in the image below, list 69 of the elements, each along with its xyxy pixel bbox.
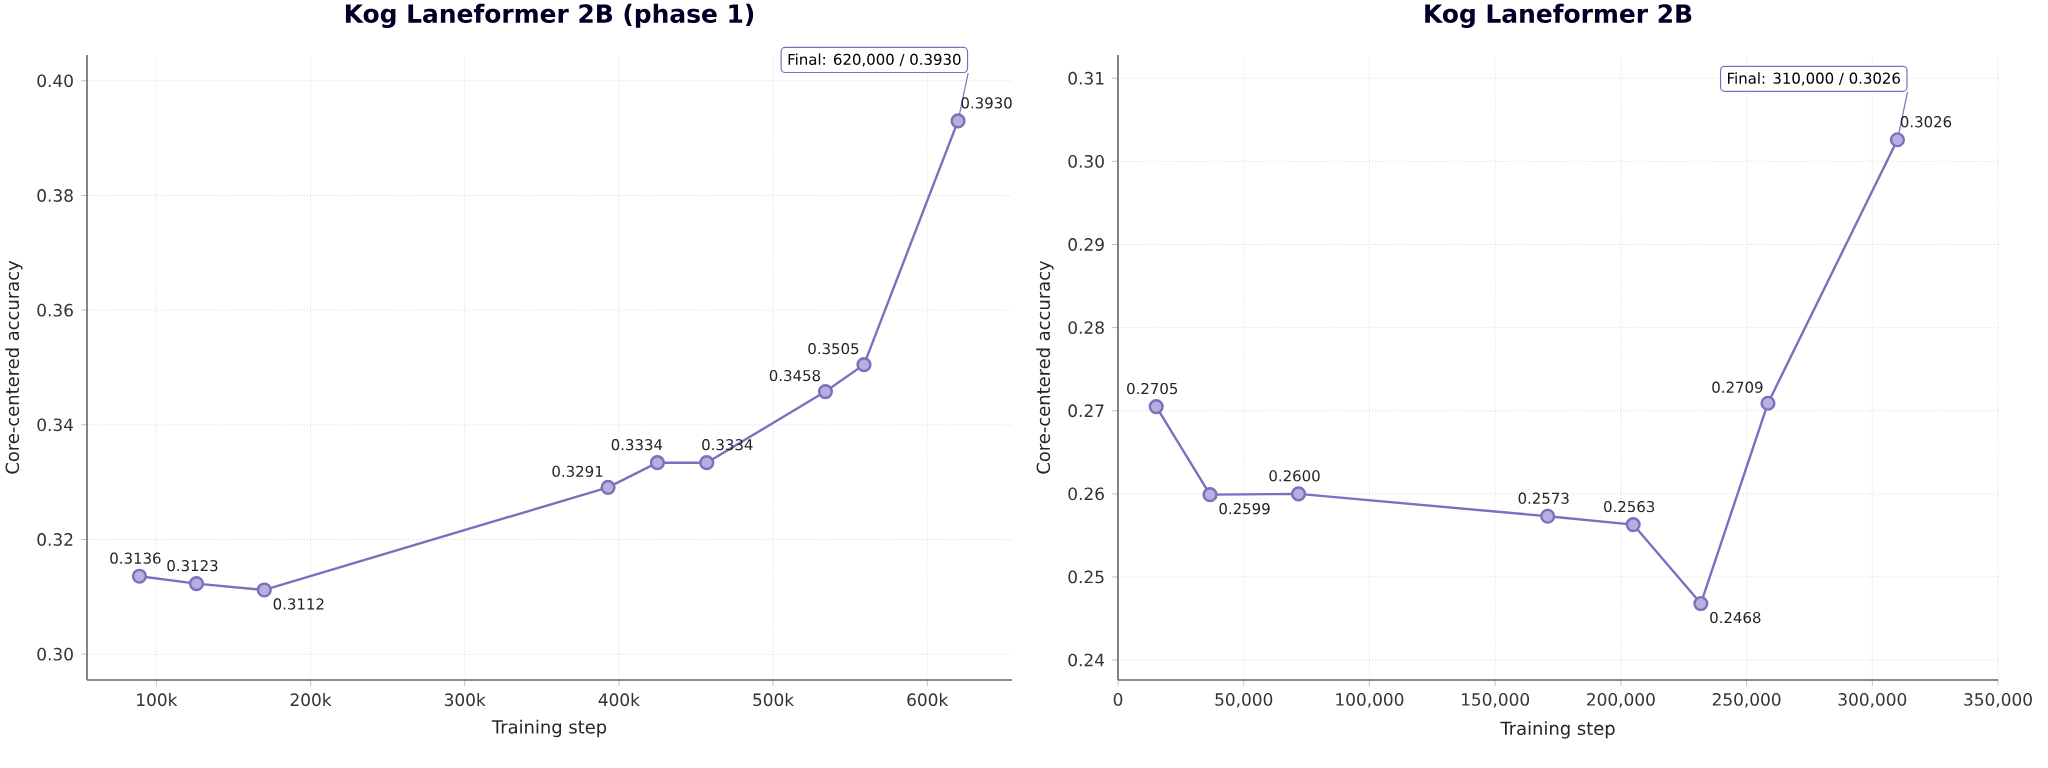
y-tick-label: 0.32 — [37, 533, 73, 546]
point — [1889, 132, 1906, 148]
data-label: 0.3112 — [273, 598, 324, 610]
y-tick-label: 0.36 — [37, 303, 73, 317]
point — [950, 113, 966, 129]
x-tick-label: 200k — [290, 693, 332, 707]
data-label: 0.2468 — [1710, 611, 1761, 624]
x-axis-title: Training step — [491, 719, 607, 738]
annotation: Final: 620,000 / 0.3930 — [788, 53, 961, 67]
data-label: 0.3505 — [808, 342, 859, 355]
y-axis-title: Core-centered accuracy — [1036, 260, 1054, 474]
x-tick-label: 100,000 — [1336, 693, 1404, 708]
point — [1148, 398, 1164, 415]
point — [1625, 517, 1641, 533]
y-tick-label: 0.30 — [1068, 154, 1104, 168]
point — [131, 568, 147, 584]
data-label: 0.3291 — [552, 465, 603, 477]
y-tick-label: 0.24 — [1068, 653, 1105, 667]
data-label: 0.2563 — [1604, 500, 1655, 513]
data-label: 0.3930 — [961, 97, 1012, 109]
y-tick-label: 0.30 — [37, 647, 73, 661]
data-label: 0.3136 — [110, 552, 161, 564]
chart-title: Kog Laneformer 2B — [1425, 3, 1692, 29]
y-tick-label: 0.26 — [1068, 487, 1104, 501]
point — [1290, 486, 1307, 502]
chart-title: Kog Laneformer 2B (phase 1) — [345, 3, 754, 29]
y-tick-label: 0.29 — [1068, 238, 1104, 251]
point — [1693, 595, 1709, 612]
annotation: Final: 310,000 / 0.3026 — [1728, 72, 1900, 86]
point — [256, 582, 272, 598]
data-label: 0.2573 — [1518, 492, 1569, 504]
x-tick-label: 200,000 — [1587, 693, 1655, 708]
x-tick-label: 350,000 — [1964, 693, 2032, 708]
point — [817, 384, 834, 400]
point — [1540, 508, 1556, 524]
point — [649, 455, 665, 471]
y-tick-label: 0.40 — [37, 74, 73, 88]
y-tick-label: 0.28 — [1068, 321, 1104, 335]
y-tick-label: 0.25 — [1068, 570, 1104, 584]
data-label: 0.2709 — [1712, 381, 1763, 393]
x-tick-label: 300,000 — [1838, 693, 1907, 708]
x-tick-label: 400k — [598, 693, 640, 707]
x-tick-label: 50,000 — [1215, 693, 1273, 708]
data-label: 0.2599 — [1219, 503, 1270, 515]
x-tick-label: 150,000 — [1462, 693, 1530, 708]
data-label: 0.3123 — [167, 560, 218, 572]
data-label: 0.2600 — [1269, 470, 1320, 482]
x-tick-label: 250,000 — [1712, 693, 1781, 708]
point — [699, 455, 715, 471]
point — [188, 576, 205, 592]
data-label: 0.3026 — [1900, 116, 1952, 128]
data-label: 0.3334 — [611, 439, 663, 451]
y-tick-label: 0.38 — [37, 189, 73, 202]
x-tick-label: 300k — [444, 693, 486, 707]
x-tick-label: 600k — [907, 693, 949, 707]
x-axis-title: Training step — [1500, 721, 1615, 739]
y-tick-label: 0.34 — [37, 418, 74, 432]
x-tick-label: 500k — [753, 693, 795, 707]
point — [1202, 487, 1218, 503]
data-label: 0.2705 — [1127, 382, 1178, 395]
y-tick-label: 0.27 — [1068, 404, 1104, 418]
x-tick-label: 0 — [1113, 693, 1123, 706]
y-tick-label: 0.31 — [1068, 71, 1104, 85]
x-tick-label: 100k — [137, 693, 178, 707]
point — [600, 479, 616, 495]
point — [856, 357, 872, 373]
y-axis-title: Core-centered accuracy — [5, 260, 23, 474]
point — [1760, 395, 1776, 411]
data-label: 0.3458 — [769, 369, 821, 382]
